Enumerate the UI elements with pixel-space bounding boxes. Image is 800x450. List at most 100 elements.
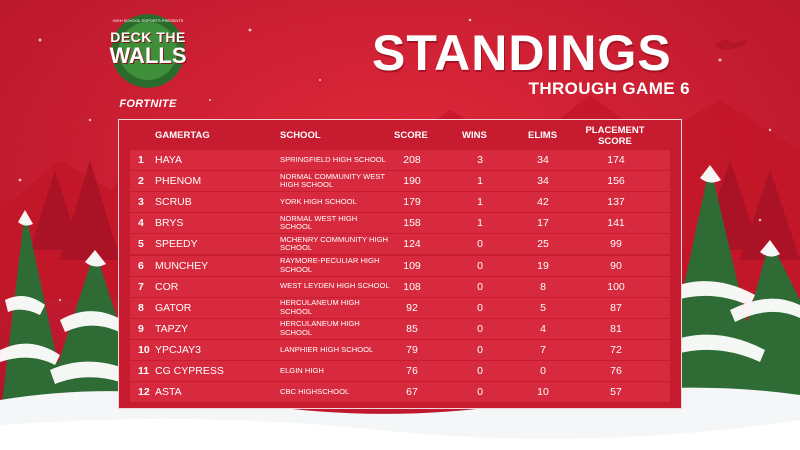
page-subtitle: THROUGH GAME 6 (528, 79, 690, 98)
placement-cell: 72 (610, 343, 622, 356)
table-row: 11 CG CYPRESS ELGIN HIGH 76 0 0 76 (130, 361, 670, 381)
school-cell: NORMAL WEST HIGH SCHOOL (280, 213, 358, 232)
wins-cell: 0 (477, 259, 483, 272)
elims-cell: 42 (537, 196, 549, 209)
school-cell: HERCULANEUM HIGH SCHOOL (280, 319, 360, 337)
placement-cell: 156 (607, 175, 625, 188)
table-row: 2 PHENOM NORMAL COMMUNITY WEST HIGH SCHOOL… (130, 171, 670, 192)
rank-cell: 11 (138, 365, 150, 377)
wreath-icon (111, 14, 185, 88)
gamertag-cell: HAYA (155, 154, 183, 166)
placement-cell: 81 (610, 322, 622, 335)
score-cell: 79 (406, 343, 418, 356)
logo-line-2: WALLS (109, 43, 187, 68)
wins-cell: 3 (477, 154, 483, 166)
score-cell: 85 (406, 322, 418, 335)
score-cell: 190 (403, 175, 421, 188)
table-row: 12 ASTA CBC HIGHSCHOOL 67 0 10 57 (130, 382, 670, 403)
school-cell: MCHENRY COMMUNITY HIGH SCHOOL (280, 234, 389, 253)
col-school: SCHOOL (280, 130, 321, 141)
score-cell: 158 (403, 217, 421, 230)
elims-cell: 10 (537, 386, 549, 399)
wins-cell: 0 (477, 386, 483, 399)
wins-cell: 1 (477, 175, 483, 188)
col-elims: ELIMS (528, 130, 558, 141)
gamertag-cell: SCRUB (155, 196, 192, 209)
rank-cell: 7 (138, 280, 144, 293)
table-row: 7 COR WEST LEYDEN HIGH SCHOOL 108 0 8 100 (130, 276, 670, 297)
score-cell: 208 (403, 154, 421, 166)
placement-cell: 99 (610, 238, 622, 251)
placement-cell: 141 (607, 217, 625, 230)
col-score: SCORE (394, 130, 428, 141)
score-cell: 108 (403, 280, 421, 293)
table-row: 6 MUNCHEY RAYMORE-PECULIAR HIGH SCHOOL 109 0… (130, 255, 670, 276)
rank-cell: 10 (138, 343, 150, 356)
elims-cell: 25 (537, 238, 549, 251)
placement-cell: 137 (607, 196, 625, 209)
col-gamertag: GAMERTAG (155, 130, 210, 141)
school-cell: CBC HIGHSCHOOL (280, 386, 350, 396)
gamertag-cell: TAPZY (155, 322, 189, 335)
wins-cell: 0 (477, 343, 483, 356)
col-placement-score: PLACEMENT SCORE (585, 125, 645, 147)
wins-cell: 0 (477, 280, 483, 293)
elims-cell: 34 (537, 154, 549, 166)
score-cell: 124 (403, 238, 421, 251)
wins-cell: 1 (477, 217, 483, 230)
table-row: 10 YPCJAY3 LANPHIER HIGH SCHOOL 79 0 7 72 (130, 339, 670, 360)
page-title: STANDINGS (372, 25, 672, 81)
score-cell: 92 (406, 301, 418, 314)
rank-cell: 2 (138, 175, 144, 188)
wins-cell: 0 (477, 322, 483, 335)
table-row: 3 SCRUB YORK HIGH SCHOOL 179 1 42 137 (130, 192, 670, 213)
score-cell: 76 (406, 365, 418, 377)
logo-featuring: FORTNITE (119, 98, 177, 110)
placement-cell: 57 (610, 386, 622, 399)
score-cell: 67 (406, 386, 418, 399)
gamertag-cell: COR (155, 280, 179, 293)
table-row: 8 GATOR HERCULANEUM HIGH SCHOOL 92 0 5 87 (130, 297, 670, 318)
school-cell: LANPHIER HIGH SCHOOL (280, 344, 374, 354)
gamertag-cell: BRYS (155, 217, 184, 230)
gamertag-cell: YPCJAY3 (155, 343, 201, 356)
col-wins: WINS (462, 130, 487, 141)
school-cell: SPRINGFIELD HIGH SCHOOL (280, 154, 386, 164)
score-cell: 109 (403, 259, 421, 272)
placement-cell: 76 (610, 365, 622, 377)
school-cell: WEST LEYDEN HIGH SCHOOL (280, 281, 390, 291)
elims-cell: 0 (540, 365, 546, 377)
gamertag-cell: SPEEDY (155, 238, 198, 251)
elims-cell: 17 (537, 217, 549, 230)
school-cell: HERCULANEUM HIGH SCHOOL (280, 298, 360, 316)
rank-cell: 1 (138, 154, 144, 166)
school-cell: YORK HIGH SCHOOL (280, 196, 357, 206)
placement-cell: 87 (610, 301, 622, 314)
gamertag-cell: PHENOM (155, 175, 202, 188)
gamertag-cell: MUNCHEY (155, 259, 209, 272)
logo-line-1: DECK THE (110, 29, 186, 45)
elims-cell: 8 (540, 280, 546, 293)
elims-cell: 7 (540, 343, 546, 356)
rank-cell: 6 (138, 259, 144, 272)
elims-cell: 19 (537, 259, 549, 272)
wins-cell: 1 (477, 196, 483, 209)
placement-cell: 100 (607, 280, 625, 293)
wins-cell: 0 (477, 365, 483, 377)
rank-cell: 4 (138, 217, 144, 230)
gamertag-cell: CG CYPRESS (155, 365, 224, 377)
placement-cell: 90 (610, 259, 622, 272)
rank-cell: 5 (138, 238, 144, 251)
wins-cell: 0 (477, 238, 483, 251)
wins-cell: 0 (477, 301, 483, 314)
table-row: 4 BRYS NORMAL WEST HIGH SCHOOL 158 1 17 141 (130, 213, 670, 234)
gamertag-cell: ASTA (155, 386, 182, 399)
event-logo: HIGH SCHOOL ESPORTS PRESENTS DECK THE WA… (103, 14, 193, 114)
table-row: 9 TAPZY HERCULANEUM HIGH SCHOOL 85 0 4 81 (130, 318, 670, 339)
placement-cell: 174 (607, 154, 625, 166)
rank-cell: 3 (138, 196, 144, 209)
school-cell: ELGIN HIGH (280, 365, 324, 375)
elims-cell: 5 (540, 301, 546, 314)
rank-cell: 9 (138, 322, 144, 335)
school-cell: RAYMORE-PECULIAR HIGH SCHOOL (280, 256, 380, 274)
